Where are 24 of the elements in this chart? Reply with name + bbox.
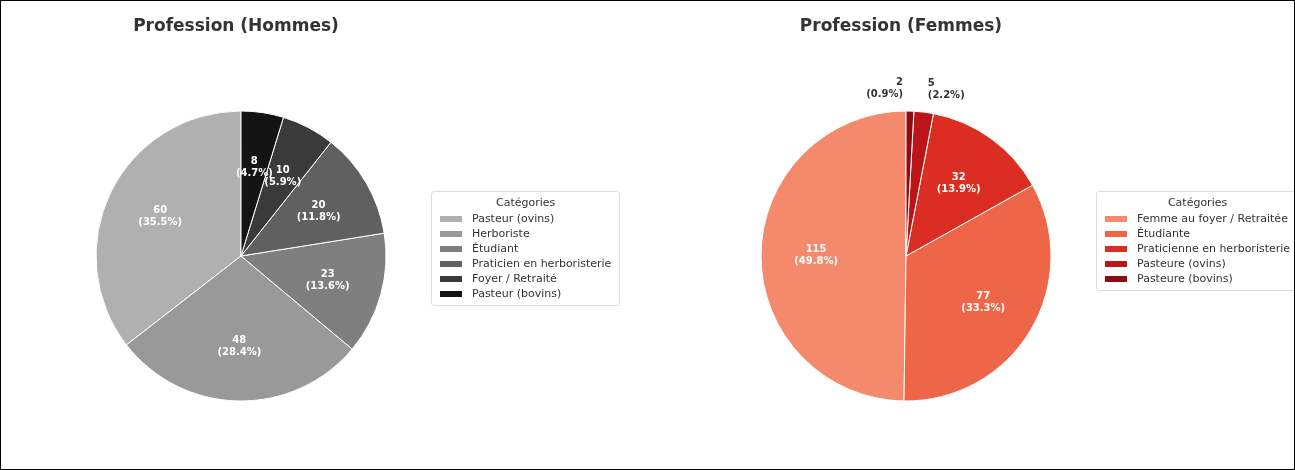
legend-label: Pasteur (bovins) (472, 287, 562, 300)
legend-label: Praticienne en herboristerie (1137, 242, 1291, 255)
legend-title: Catégories (495, 196, 557, 209)
legend-label: Pasteure (bovins) (1137, 272, 1233, 285)
legend-label: Femme au foyer / Retraitée (1137, 212, 1288, 225)
data-label: 32 (13.9%) (936, 171, 981, 195)
data-label: 5 (2.2%) (927, 76, 965, 100)
legend-label: Herboriste (472, 227, 530, 240)
legend-title: Catégories (1166, 196, 1229, 209)
data-label: 77 (33.3%) (961, 290, 1006, 313)
legend-label: Foyer / Retraité (472, 272, 557, 285)
data-label: 2 (0.9%) (866, 75, 904, 99)
legend-label: Praticien en herboristerie (472, 257, 612, 270)
legend-label: Pasteure (ovins) (1137, 257, 1226, 270)
legend-label: Étudiant (472, 242, 519, 255)
legend-label: Étudiante (1137, 227, 1191, 240)
data-label: 115 (49.8%) (794, 243, 839, 267)
chart-title: Profession (Femmes) (798, 15, 1004, 35)
data-label: 60 (35.5%) (138, 204, 183, 228)
data-label: 20 (11.8%) (296, 198, 341, 222)
chart-title: Profession (Hommes) (132, 15, 340, 35)
data-label: 23 (13.6%) (305, 267, 350, 291)
data-label: 48 (28.4%) (217, 333, 262, 357)
legend-label: Pasteur (ovins) (472, 212, 555, 225)
